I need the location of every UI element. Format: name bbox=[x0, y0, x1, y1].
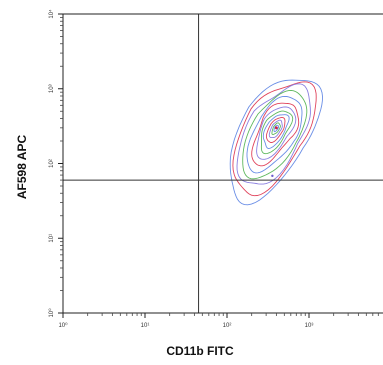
y-tick-label: 10¹ bbox=[49, 234, 55, 243]
y-tick-label: 10³ bbox=[49, 84, 55, 93]
contour-line bbox=[246, 95, 303, 174]
y-tick-label: 10⁰ bbox=[48, 308, 55, 318]
contour-line bbox=[260, 110, 294, 155]
contour-line bbox=[273, 124, 280, 133]
contour-line bbox=[268, 119, 283, 139]
contour-line bbox=[229, 79, 323, 206]
density-peak bbox=[274, 126, 278, 130]
contour-line bbox=[271, 122, 281, 136]
x-tick-label: 10² bbox=[223, 323, 232, 329]
x-axis-title: CD11b FITC bbox=[166, 344, 234, 358]
contour-layer bbox=[229, 79, 323, 206]
outlier-point bbox=[271, 174, 274, 178]
x-tick-label: 10³ bbox=[305, 323, 314, 329]
x-tick-label: 10⁰ bbox=[58, 322, 68, 329]
contour-line bbox=[236, 83, 311, 185]
quadrant-gates bbox=[63, 14, 383, 313]
contour-line bbox=[242, 89, 308, 180]
contour-line bbox=[266, 117, 286, 143]
contour-line bbox=[251, 102, 300, 167]
contour-line bbox=[256, 106, 297, 160]
y-axis: 10⁰ 10¹ 10² 10³ 10⁴ bbox=[48, 9, 63, 318]
x-tick-label: 10¹ bbox=[141, 323, 150, 329]
y-axis-title: AF598 APC bbox=[15, 134, 29, 200]
y-tick-label: 10² bbox=[49, 159, 55, 168]
plot-frame bbox=[62, 13, 383, 314]
y-tick-label: 10⁴ bbox=[48, 9, 55, 19]
contour-line bbox=[232, 81, 317, 197]
contour-line bbox=[262, 114, 290, 149]
